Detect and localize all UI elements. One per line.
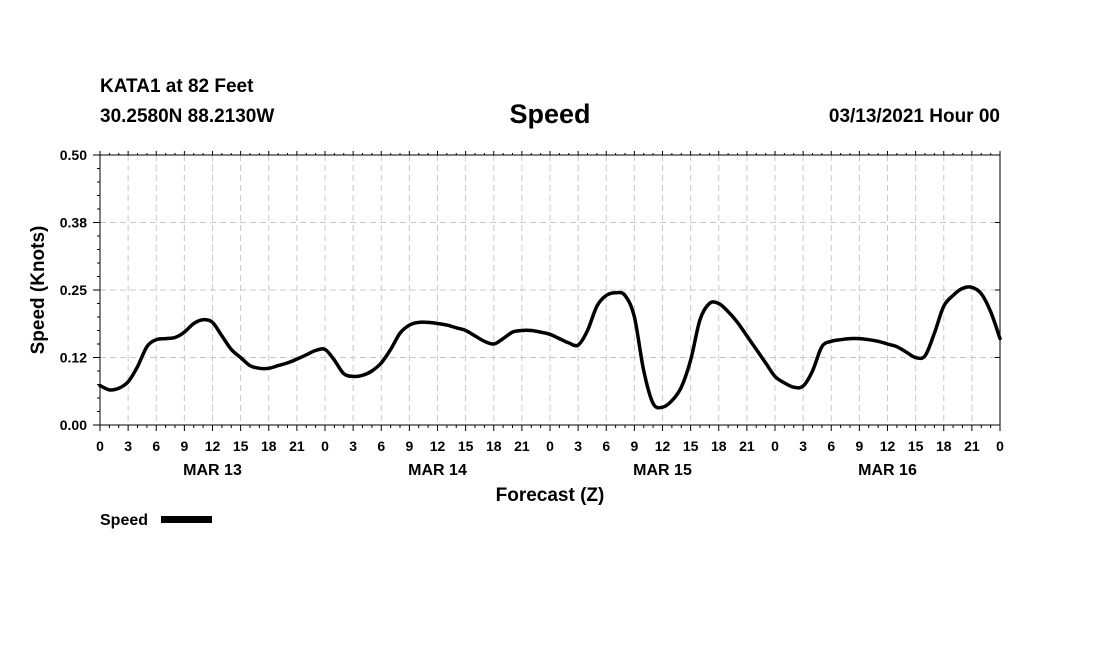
- day-label: MAR 14: [408, 462, 467, 479]
- x-tick-label: 18: [261, 438, 277, 454]
- x-tick-label: 6: [827, 438, 835, 454]
- x-tick-label: 15: [458, 438, 474, 454]
- x-tick-label: 18: [936, 438, 952, 454]
- y-tick-label: 0.50: [60, 147, 87, 163]
- y-tick-label: 0.00: [60, 417, 87, 433]
- y-tick-label: 0.38: [60, 215, 87, 231]
- x-tick-label: 0: [96, 438, 104, 454]
- x-tick-label: 3: [799, 438, 807, 454]
- x-tick-label: 15: [908, 438, 924, 454]
- x-tick-label: 9: [180, 438, 188, 454]
- chart-title: Speed: [509, 99, 591, 129]
- forecast-datetime: 03/13/2021 Hour 00: [828, 106, 1000, 127]
- x-tick-label: 15: [683, 438, 699, 454]
- x-tick-label: 3: [349, 438, 357, 454]
- y-tick-label: 0.25: [60, 282, 87, 298]
- x-tick-label: 0: [996, 438, 1004, 454]
- x-tick-label: 12: [880, 438, 896, 454]
- y-tick-labels: 0.00 0.12 0.25 0.38 0.50: [60, 147, 87, 433]
- x-tick-labels: 0 3 6 9 12 15 18 21 0 3 6 9 12 15 18 21 0 3 6 9 12 15 18 21 0 3 6 9…: [96, 438, 1004, 454]
- x-tick-label: 9: [855, 438, 863, 454]
- plot-frame: [99, 154, 1001, 426]
- day-label: MAR 15: [633, 462, 692, 479]
- x-tick-label: 0: [546, 438, 554, 454]
- y-tick-label: 0.12: [60, 350, 87, 366]
- x-tick-label: 21: [964, 438, 980, 454]
- y-axis-label: Speed (Knots): [28, 226, 49, 355]
- x-tick-label: 6: [602, 438, 610, 454]
- x-tick-label: 0: [321, 438, 329, 454]
- x-tick-label: 15: [233, 438, 249, 454]
- day-labels: MAR 13 MAR 14 MAR 15 MAR 16: [183, 462, 917, 479]
- grid-lines: [100, 155, 1000, 425]
- legend-swatch: [161, 516, 212, 523]
- x-tick-label: 3: [124, 438, 132, 454]
- x-tick-label: 12: [655, 438, 671, 454]
- day-label: MAR 16: [858, 462, 917, 479]
- x-tick-label: 21: [289, 438, 305, 454]
- station-coordinates: 30.2580N 88.2130W: [100, 106, 275, 127]
- x-tick-label: 0: [771, 438, 779, 454]
- x-tick-label: 18: [711, 438, 727, 454]
- x-tick-label: 21: [514, 438, 530, 454]
- x-tick-label: 9: [630, 438, 638, 454]
- x-tick-label: 12: [205, 438, 221, 454]
- speed-series-line: [98, 285, 1002, 410]
- axis-ticks: [93, 151, 1001, 431]
- x-tick-label: 12: [430, 438, 446, 454]
- x-tick-label: 9: [405, 438, 413, 454]
- x-tick-label: 18: [486, 438, 502, 454]
- x-axis-label: Forecast (Z): [496, 485, 605, 506]
- day-label: MAR 13: [183, 462, 242, 479]
- x-tick-label: 3: [574, 438, 582, 454]
- x-tick-label: 6: [377, 438, 385, 454]
- x-tick-label: 21: [739, 438, 755, 454]
- legend-label: Speed: [100, 512, 148, 529]
- station-label: KATA1 at 82 Feet: [100, 76, 254, 97]
- x-tick-label: 6: [152, 438, 160, 454]
